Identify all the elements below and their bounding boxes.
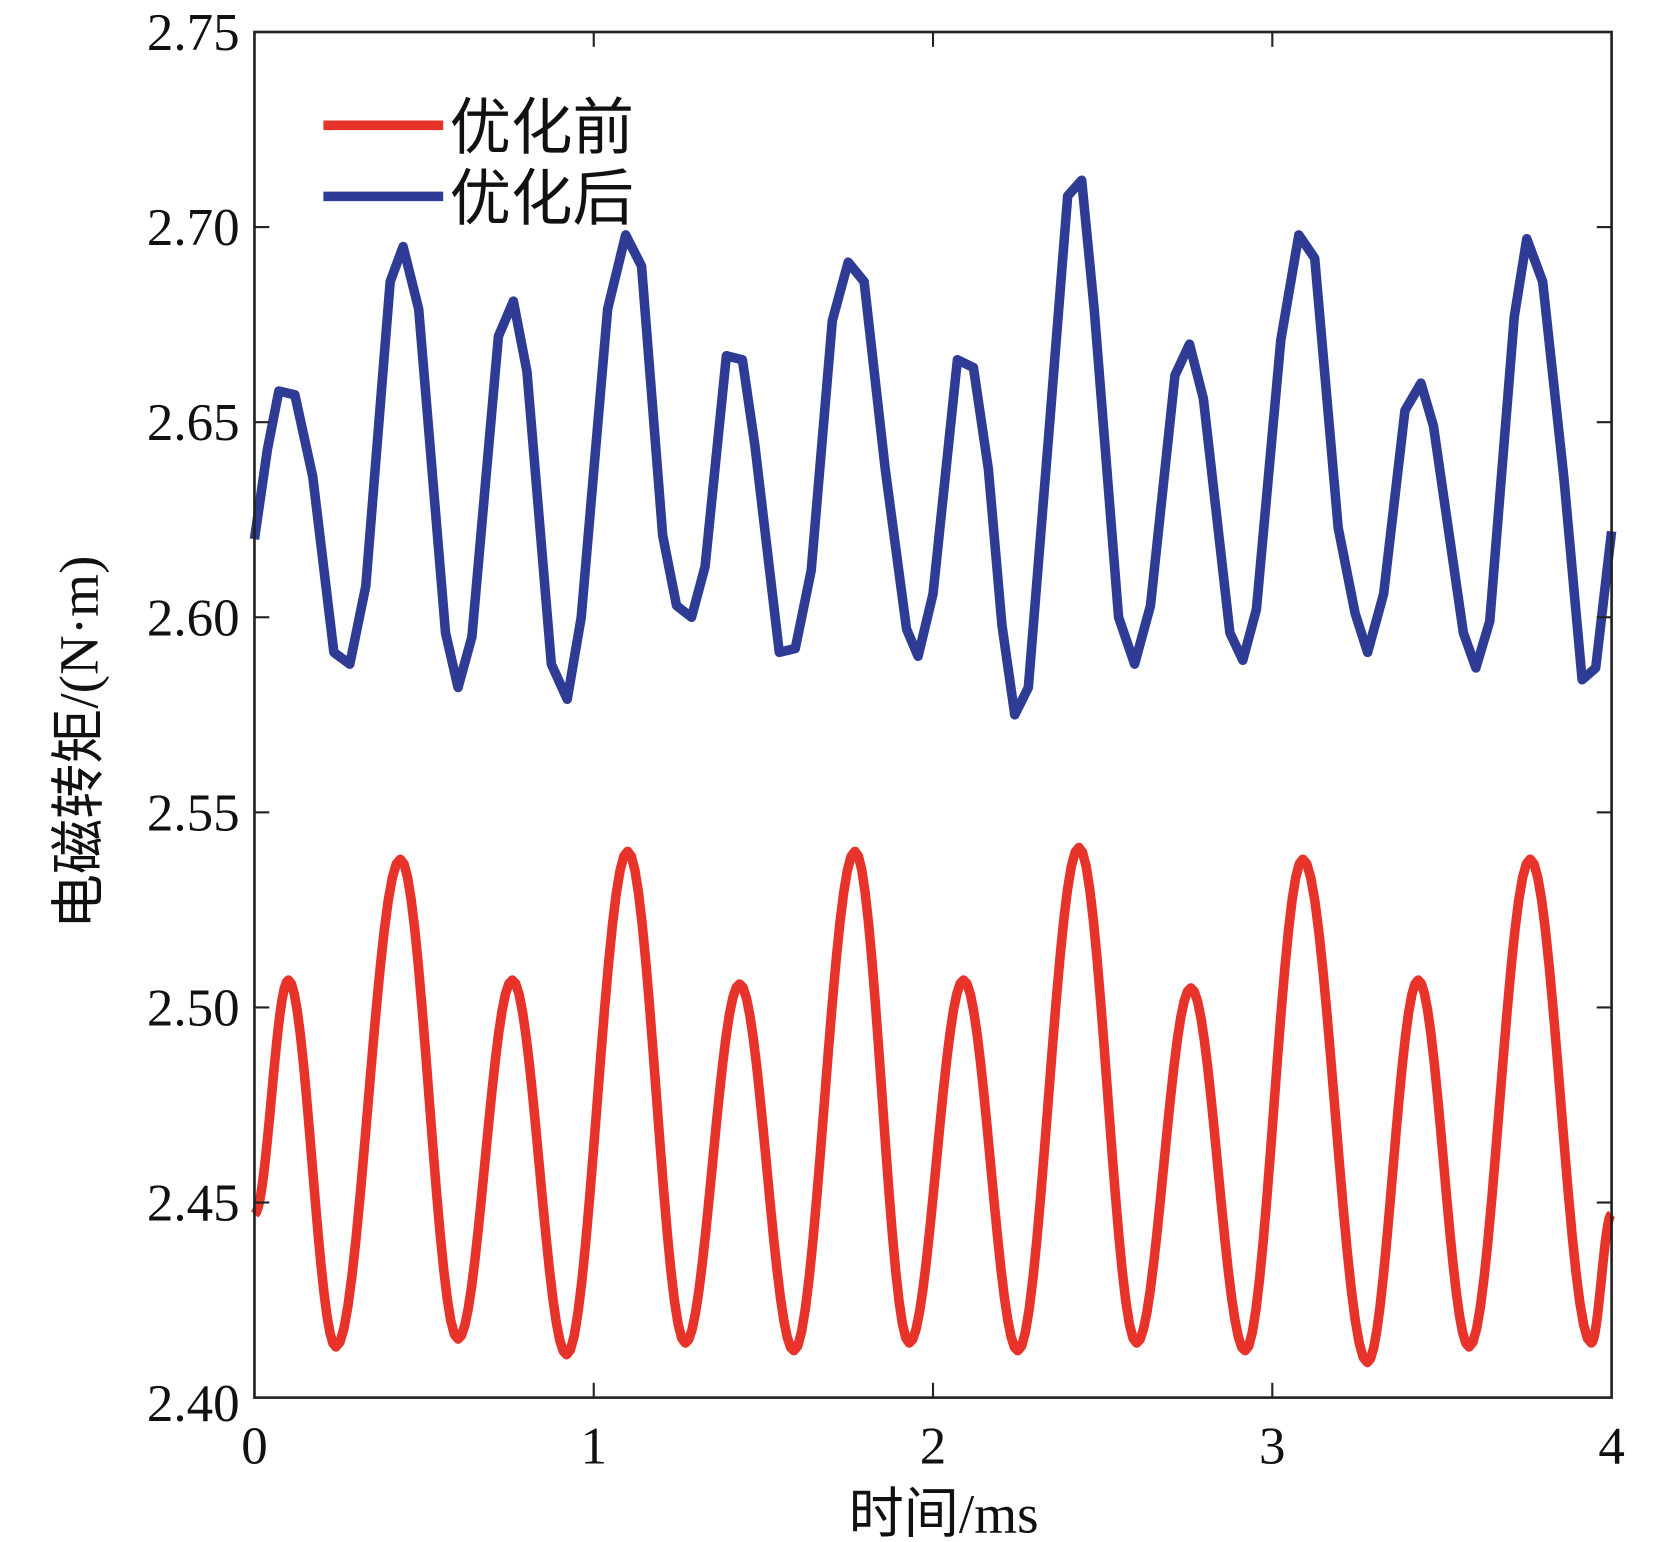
y-axis-label: 电磁转矩/(N·m)	[49, 556, 110, 930]
ticks-layer: 0 1 2 3 4 2.40 2.45 2.50 2.55 2.60 2.65 2.70 2.75	[147, 4, 1625, 1475]
x-axis-label: 时间/ms	[849, 1483, 1039, 1542]
legend-label-before: 优化前	[450, 95, 634, 163]
series-line-0	[251, 842, 1616, 1368]
y-tick-label: 2.40	[147, 1375, 240, 1433]
y-tick-label: 2.45	[147, 1175, 240, 1233]
legend: 优化前 优化后	[323, 95, 634, 234]
y-tick-label: 2.55	[147, 784, 240, 842]
x-tick-label: 2	[920, 1417, 947, 1475]
x-tick-label: 3	[1259, 1417, 1285, 1475]
x-tick-label: 0	[241, 1417, 268, 1475]
y-tick-label: 2.65	[147, 394, 240, 452]
series-layer	[249, 175, 1617, 1368]
y-tick-label: 2.50	[147, 979, 240, 1037]
series-line-1	[249, 175, 1617, 720]
legend-label-after: 优化后	[450, 166, 634, 234]
y-tick-label: 2.60	[147, 589, 240, 647]
y-tick-label: 2.75	[147, 4, 240, 62]
x-tick-label: 1	[580, 1417, 607, 1475]
x-tick-label: 4	[1598, 1417, 1625, 1475]
y-tick-label: 2.70	[147, 199, 240, 257]
